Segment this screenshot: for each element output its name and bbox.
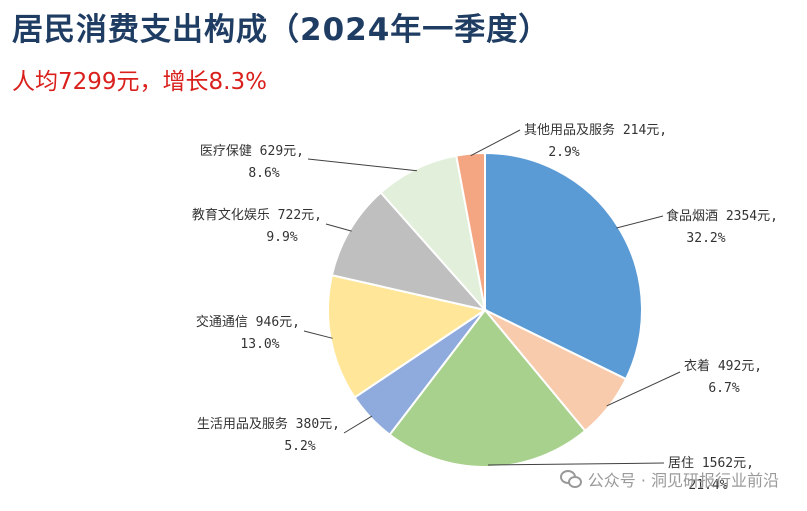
leader-line xyxy=(487,462,665,466)
leader-line xyxy=(616,215,664,229)
leader-line xyxy=(470,129,521,157)
slice-label: 教育文化娱乐 722元, 9.9% xyxy=(192,207,322,245)
leader-line xyxy=(343,415,373,434)
wechat-icon xyxy=(559,470,582,488)
pie-slice xyxy=(484,151,644,381)
slice-label: 居住 1562元, 21.4% xyxy=(668,456,754,493)
slice-label: 衣着 492元, 6.7% xyxy=(684,358,762,396)
slice-label: 生活用品及服务 380元, 5.2% xyxy=(197,416,340,454)
leader-line xyxy=(307,158,417,172)
pie-slice xyxy=(379,154,487,314)
pie-slice xyxy=(330,191,488,312)
pie-slice xyxy=(327,273,488,399)
slice-label: 食品烟酒 2354元, 32.2% xyxy=(666,208,778,246)
slice-label: 交通通信 946元, 13.0% xyxy=(196,314,300,352)
pie-slice xyxy=(388,308,587,468)
chart-subtitle: 人均7299元，增长8.3% xyxy=(12,69,267,95)
slice-label: 医疗保健 629元, 8.6% xyxy=(200,144,304,181)
leader-line xyxy=(325,223,352,232)
leader-line xyxy=(606,371,681,407)
watermark-text: 公众号 · 洞见研报行业前沿 xyxy=(587,471,779,490)
leader-line xyxy=(303,330,333,339)
slice-label: 其他用品及服务 214元, 2.9% xyxy=(524,122,667,160)
pie-slice xyxy=(455,151,486,311)
watermark: 公众号 · 洞见研报行业前沿 xyxy=(559,467,779,491)
chart-title: 居民消费支出构成（2024年一季度） xyxy=(12,12,551,48)
